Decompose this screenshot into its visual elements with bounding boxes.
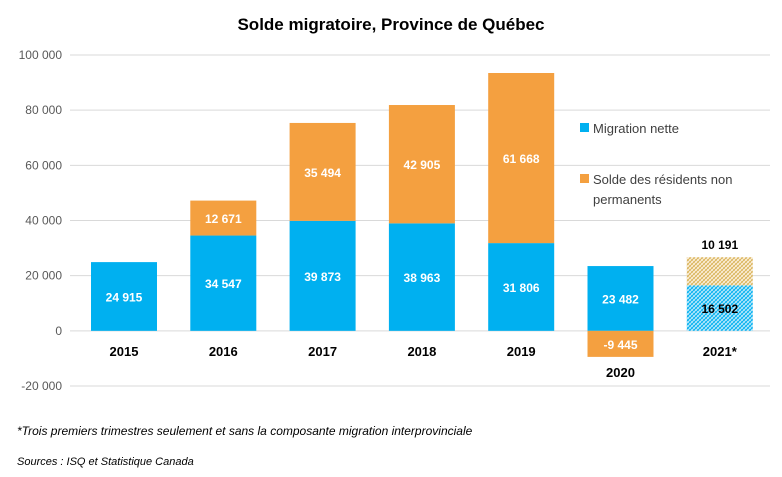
legend-label-residents-non-permanents: Solde des résidents non (593, 172, 732, 187)
footnote: *Trois premiers trimestres seulement et … (17, 424, 473, 438)
data-label-migration-nette: 39 873 (304, 270, 341, 284)
bar-residents-non-permanents (190, 200, 257, 236)
legend-swatch-migration-nette (580, 123, 589, 132)
x-axis: 2015 2016 2017 2018 2019 2020 2021* (110, 344, 738, 380)
chart-title: Solde migratoire, Province de Québec (237, 15, 544, 34)
x-tick-label: 2018 (407, 344, 436, 359)
data-label-residents-non-permanents: 35 494 (304, 166, 341, 180)
y-tick-label: 60 000 (25, 158, 62, 172)
x-tick-label: 2017 (308, 344, 337, 359)
y-tick-label: -20 000 (21, 379, 62, 393)
x-tick-label: 2016 (209, 344, 238, 359)
data-label-residents-non-permanents: 61 668 (503, 152, 540, 166)
x-tick-label: 2020 (606, 365, 635, 380)
bars (91, 73, 753, 357)
y-tick-label: 20 000 (25, 269, 62, 283)
source-note: Sources : ISQ et Statistique Canada (17, 456, 194, 468)
legend-label-residents-non-permanents-line2: permanents (593, 192, 662, 207)
bar-residents-non-permanents (289, 122, 356, 221)
data-label-migration-nette: 38 963 (404, 271, 441, 285)
data-label-residents-non-permanents: 10 191 (701, 238, 738, 252)
x-tick-label: 2015 (110, 344, 139, 359)
y-tick-label: 100 000 (19, 48, 63, 62)
data-label-residents-non-permanents: 42 905 (404, 158, 441, 172)
legend-swatch-residents-non-permanents (580, 174, 589, 183)
data-label-residents-non-permanents: 12 671 (205, 212, 242, 226)
bar-migration-nette (289, 220, 356, 331)
x-tick-label: 2021* (703, 344, 738, 359)
legend: Migration nette Solde des résidents non … (580, 121, 732, 207)
x-tick-label: 2019 (507, 344, 536, 359)
data-labels: 24 915 34 547 12 671 39 873 35 494 38 963 42 9… (106, 152, 739, 352)
bar-residents-non-permanents (388, 105, 455, 224)
legend-label-migration-nette: Migration nette (593, 121, 679, 136)
bar-migration-nette (388, 223, 455, 331)
bar-migration-nette (190, 235, 257, 331)
y-tick-label: 0 (55, 324, 62, 338)
data-label-migration-nette: 16 502 (701, 302, 738, 316)
bar-residents-non-permanents (587, 330, 654, 357)
bar-migration-nette (91, 262, 157, 331)
bar-residents-non-permanents (686, 257, 753, 286)
bar-migration-nette (488, 243, 555, 331)
data-label-migration-nette: 23 482 (602, 292, 639, 306)
y-axis: 100 000 80 000 60 000 40 000 20 000 0 -20 000 (19, 48, 63, 393)
data-label-migration-nette: 34 547 (205, 277, 242, 291)
bar-migration-nette (587, 266, 654, 331)
data-label-migration-nette: 24 915 (106, 290, 143, 304)
bar-migration-nette (686, 285, 753, 331)
data-label-migration-nette: 31 806 (503, 281, 540, 295)
data-label-residents-non-permanents: -9 445 (603, 338, 637, 352)
y-tick-label: 80 000 (25, 103, 62, 117)
bar-residents-non-permanents (488, 73, 555, 244)
y-tick-label: 40 000 (25, 214, 62, 228)
